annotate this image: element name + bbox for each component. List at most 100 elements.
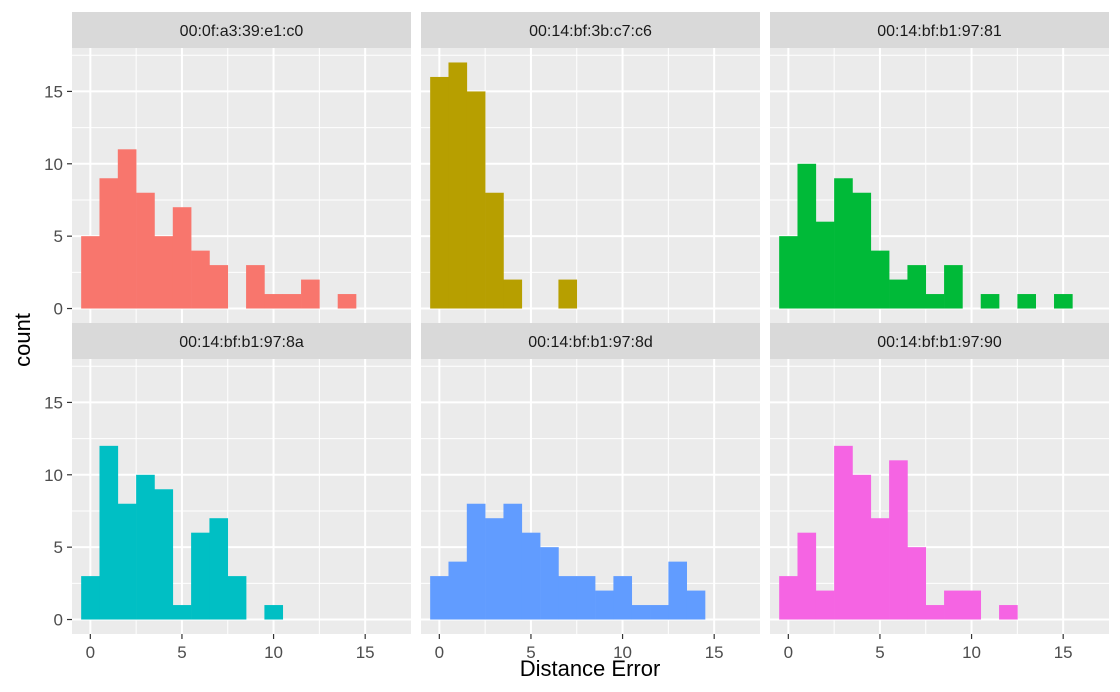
histogram-bar	[337, 294, 357, 309]
histogram-bar	[485, 518, 504, 620]
y-axis-label: count	[10, 313, 35, 367]
facet-strip-label: 00:14:bf:b1:97:8d	[528, 334, 653, 351]
histogram-bar	[925, 294, 945, 309]
x-tick-label: 5	[875, 643, 884, 662]
x-tick-label: 15	[705, 643, 724, 662]
facet-panel: 00:0f:a3:39:e1:c0	[72, 12, 411, 323]
histogram-bar	[246, 265, 265, 309]
histogram-bar	[466, 91, 486, 309]
histogram-bar	[558, 279, 578, 309]
x-tick-label: 10	[264, 643, 283, 662]
facet-panel: 00:14:bf:b1:97:8d	[421, 323, 760, 634]
histogram-bar	[834, 178, 853, 309]
histogram-bar	[99, 178, 119, 309]
histogram-bar	[81, 576, 100, 620]
histogram-bar	[81, 236, 100, 309]
histogram-bar	[154, 489, 174, 620]
facet-strip	[421, 323, 760, 359]
facet-strip	[421, 12, 760, 48]
facet-strip-label: 00:14:bf:b1:97:81	[877, 23, 1002, 40]
histogram-bar	[944, 590, 963, 620]
histogram-bar	[448, 561, 468, 620]
histogram-bar	[191, 250, 210, 309]
y-tick-label: 0	[54, 300, 63, 319]
histogram-bar	[650, 605, 669, 620]
y-tick-label: 10	[44, 155, 63, 174]
histogram-bar	[852, 474, 872, 620]
histogram-bar	[282, 294, 302, 309]
facet-panel: 00:14:bf:b1:97:81	[770, 12, 1109, 323]
histogram-bar	[797, 163, 817, 309]
y-tick-label: 0	[54, 611, 63, 630]
panel-background	[770, 359, 1109, 634]
histogram-bar	[227, 576, 247, 620]
histogram-bar	[962, 590, 982, 620]
histogram-bar	[209, 518, 229, 620]
histogram-bar	[852, 192, 872, 309]
histogram-bar	[613, 576, 633, 620]
histogram-bar	[172, 605, 192, 620]
facet-strip	[770, 323, 1109, 359]
histogram-bar	[925, 605, 945, 620]
histogram-bar	[779, 236, 798, 309]
histogram-bar	[191, 532, 210, 620]
histogram-bar	[815, 590, 835, 620]
x-tick-label: 0	[86, 643, 95, 662]
histogram-bar	[944, 265, 963, 309]
histogram-bar	[668, 561, 688, 620]
histogram-bar	[980, 294, 1000, 309]
histogram-bar	[466, 503, 486, 620]
axes-layer: 0 5 10 15 0 5 10 15 0 5 10 15 0 5 10 15 0 5 10 15	[44, 82, 1073, 662]
histogram-bar	[779, 576, 798, 620]
x-tick-label: 0	[784, 643, 793, 662]
histogram-bar	[815, 221, 835, 309]
histogram-bar	[870, 518, 890, 620]
histogram-bar	[889, 279, 908, 309]
facet-strip-label: 00:0f:a3:39:e1:c0	[180, 23, 304, 40]
x-tick-label: 15	[1054, 643, 1073, 662]
histogram-bar	[889, 460, 908, 620]
facet-strip-label: 00:14:bf:b1:97:90	[877, 334, 1002, 351]
histogram-bar	[117, 503, 137, 620]
histogram-bar	[870, 250, 890, 309]
histogram-bar	[595, 590, 614, 620]
facet-panel: 00:14:bf:3b:c7:c6	[421, 12, 760, 323]
facet-strip	[72, 12, 411, 48]
histogram-bar	[907, 265, 927, 309]
y-tick-label: 5	[54, 227, 63, 246]
histogram-bar	[264, 605, 284, 620]
x-tick-label: 0	[435, 643, 444, 662]
histogram-bar	[521, 532, 541, 620]
histogram-bar	[448, 62, 468, 309]
histogram-bar	[1017, 294, 1037, 309]
histogram-bar	[540, 547, 559, 620]
y-tick-label: 15	[44, 82, 63, 101]
panels-layer: 00:0f:a3:39:e1:c0 00:14:bf:3b:c7:c6 00:14:…	[72, 12, 1109, 634]
facet-strip	[770, 12, 1109, 48]
histogram-bar	[117, 149, 137, 309]
histogram-bar	[834, 445, 853, 620]
x-tick-label: 10	[613, 643, 632, 662]
histogram-bar	[301, 279, 320, 309]
x-tick-label: 10	[962, 643, 981, 662]
histogram-bar	[136, 192, 155, 309]
histogram-bar	[99, 445, 119, 620]
histogram-bar	[172, 207, 192, 309]
y-tick-label: 10	[44, 466, 63, 485]
histogram-bar	[209, 265, 229, 309]
histogram-bar	[686, 590, 706, 620]
histogram-bar	[999, 605, 1018, 620]
facet-strip-label: 00:14:bf:b1:97:8a	[179, 334, 304, 351]
histogram-bar	[558, 576, 578, 620]
x-tick-label: 15	[356, 643, 375, 662]
histogram-bar	[430, 76, 449, 309]
histogram-bar	[136, 474, 155, 620]
histogram-bar	[1054, 294, 1073, 309]
histogram-bar	[264, 294, 284, 309]
histogram-bar	[907, 547, 927, 620]
facet-panel: 00:14:bf:b1:97:8a	[72, 323, 411, 634]
x-tick-label: 5	[526, 643, 535, 662]
facet-strip-label: 00:14:bf:3b:c7:c6	[529, 23, 652, 40]
histogram-bar	[430, 576, 449, 620]
